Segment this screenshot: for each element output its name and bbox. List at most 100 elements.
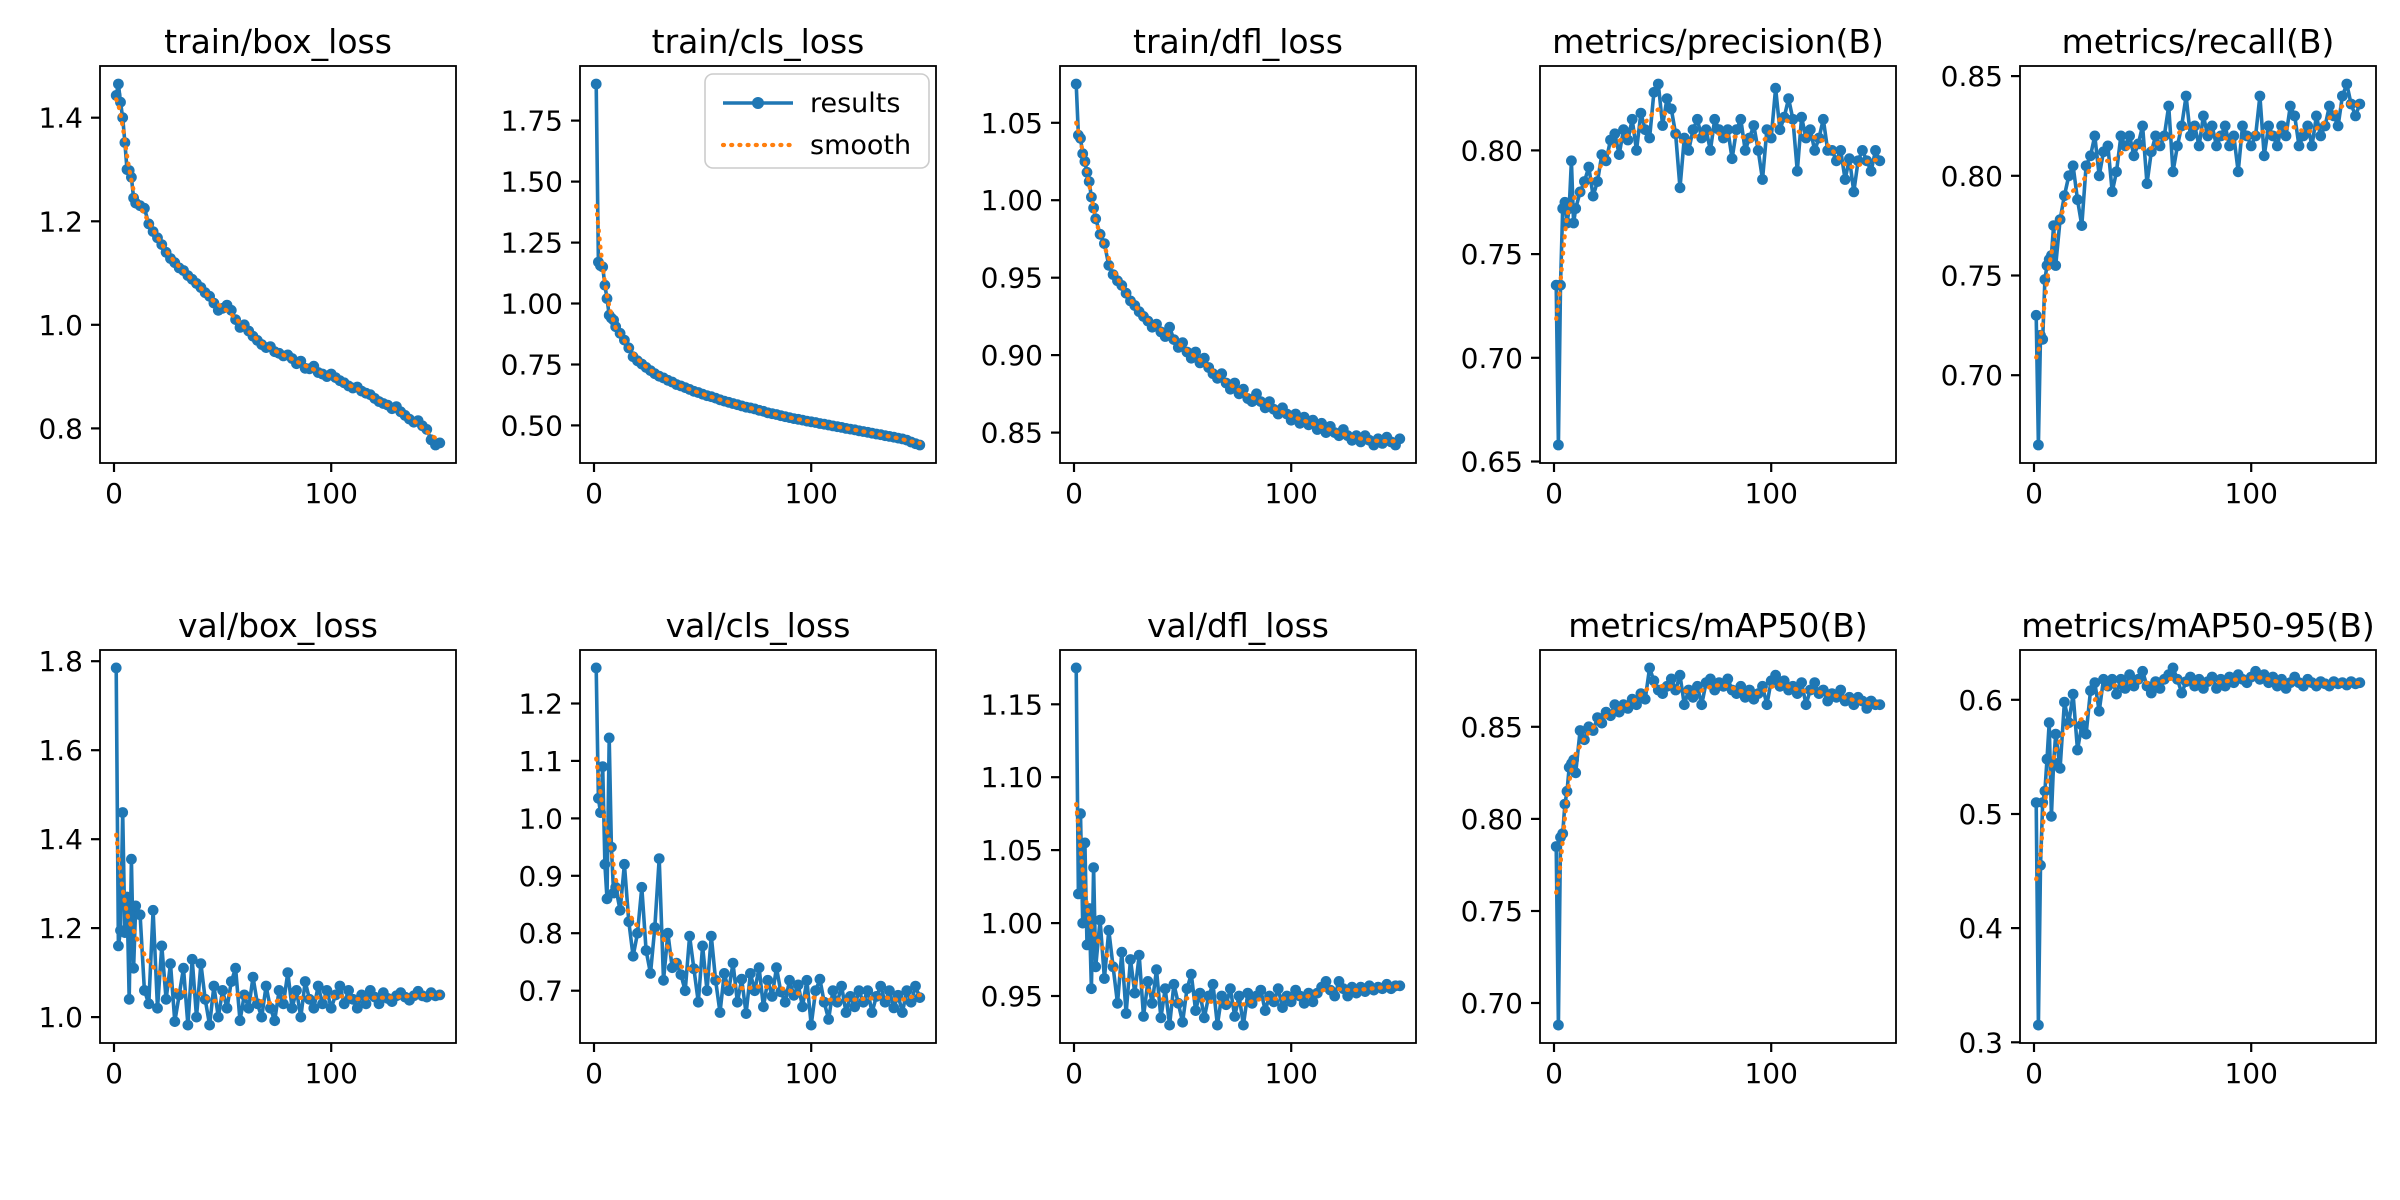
svg-text:0: 0 <box>2025 477 2043 510</box>
svg-text:1.0: 1.0 <box>518 802 563 835</box>
svg-text:0.80: 0.80 <box>1941 160 2003 193</box>
val-box-loss-plot: 0 100 1.0 1.2 1.4 1.6 1.8 <box>38 645 457 1090</box>
svg-text:1.00: 1.00 <box>501 288 563 321</box>
svg-text:0.50: 0.50 <box>501 409 563 442</box>
train-cls-loss-plot: 0 100 0.50 0.75 1.00 1.25 1.50 1.75 results smoot… <box>501 65 937 510</box>
svg-text:100: 100 <box>2224 1057 2277 1090</box>
svg-text:1.0: 1.0 <box>38 309 83 342</box>
svg-text:1.05: 1.05 <box>981 107 1043 140</box>
subplot-title: val/dfl_loss <box>1146 606 1329 645</box>
subplot-title: val/box_loss <box>178 606 378 645</box>
svg-text:100: 100 <box>1744 1057 1797 1090</box>
subplot-title: metrics/precision(B) <box>1552 22 1884 61</box>
svg-text:0.75: 0.75 <box>1461 895 1523 928</box>
subplot-metrics-precision-b: metrics/precision(B) 0 100 0.65 0.70 0.75 0.8… <box>1440 0 1920 600</box>
val-dfl-loss-plot: 0 100 0.95 1.00 1.05 1.10 1.15 <box>981 649 1417 1090</box>
subplot-metrics-recall-b: metrics/recall(B) 0 100 0.70 0.75 0.80 0.85 <box>1920 0 2400 600</box>
svg-text:1.75: 1.75 <box>501 105 563 138</box>
svg-text:0: 0 <box>585 477 603 510</box>
svg-text:0.70: 0.70 <box>1461 342 1523 375</box>
svg-text:1.15: 1.15 <box>981 688 1043 721</box>
metrics-map50-plot: 0 100 0.70 0.75 0.80 0.85 <box>1461 649 1897 1090</box>
svg-text:1.50: 1.50 <box>501 166 563 199</box>
svg-text:1.00: 1.00 <box>981 184 1043 217</box>
metrics-recall-plot: 0 100 0.70 0.75 0.80 0.85 <box>1941 60 2377 510</box>
subplot-title: train/dfl_loss <box>1133 22 1343 61</box>
subplot-val-box-loss: val/box_loss 0 100 1.0 1.2 1.4 1.6 1.8 <box>0 600 480 1200</box>
svg-text:0.8: 0.8 <box>38 412 83 445</box>
svg-text:1.2: 1.2 <box>38 205 83 238</box>
subplot-title: train/box_loss <box>164 22 392 61</box>
svg-text:1.00: 1.00 <box>981 907 1043 940</box>
subplot-title: val/cls_loss <box>665 606 851 645</box>
subplot-train-box-loss: train/box_loss 0 100 0.8 1.0 1.2 1.4 <box>0 0 480 600</box>
svg-text:0.85: 0.85 <box>1941 60 2003 93</box>
svg-text:0.95: 0.95 <box>981 980 1043 1013</box>
svg-text:0: 0 <box>1545 477 1563 510</box>
svg-text:0.65: 0.65 <box>1461 446 1523 479</box>
svg-text:1.05: 1.05 <box>981 834 1043 867</box>
svg-text:0: 0 <box>1545 1057 1563 1090</box>
train-box-loss-plot: 0 100 0.8 1.0 1.2 1.4 <box>38 65 457 510</box>
metrics-precision-plot: 0 100 0.65 0.70 0.75 0.80 <box>1461 65 1897 510</box>
subplot-metrics-map50-95-b: metrics/mAP50-95(B) 0 100 0.3 0.4 0.5 0.6 <box>1920 600 2400 1200</box>
subplot-train-cls-loss: train/cls_loss 0 100 0.50 0.75 1.00 1.25 1.50 1… <box>480 0 960 600</box>
svg-text:100: 100 <box>1264 1057 1317 1090</box>
val-cls-loss-plot: 0 100 0.7 0.8 0.9 1.0 1.1 1.2 <box>518 649 937 1090</box>
svg-text:0.75: 0.75 <box>1461 238 1523 271</box>
subplot-val-cls-loss: val/cls_loss 0 100 0.7 0.8 0.9 1.0 1.1 1.2 <box>480 600 960 1200</box>
svg-text:100: 100 <box>2224 477 2277 510</box>
svg-text:0.70: 0.70 <box>1461 987 1523 1020</box>
svg-text:1.1: 1.1 <box>518 745 563 778</box>
svg-text:0: 0 <box>2025 1057 2043 1090</box>
svg-text:1.4: 1.4 <box>38 102 83 135</box>
svg-text:100: 100 <box>1264 477 1317 510</box>
svg-text:100: 100 <box>304 1057 357 1090</box>
svg-text:0.85: 0.85 <box>981 417 1043 450</box>
svg-text:0.4: 0.4 <box>1958 912 2003 945</box>
subplot-train-dfl-loss: train/dfl_loss 0 100 0.85 0.90 0.95 1.00 1.05 <box>960 0 1440 600</box>
svg-text:0.6: 0.6 <box>1958 684 2003 717</box>
svg-text:100: 100 <box>304 477 357 510</box>
subplot-val-dfl-loss: val/dfl_loss 0 100 0.95 1.00 1.05 1.10 1.15 <box>960 600 1440 1200</box>
svg-text:0: 0 <box>105 477 123 510</box>
svg-text:0.7: 0.7 <box>518 975 563 1008</box>
train-dfl-loss-plot: 0 100 0.85 0.90 0.95 1.00 1.05 <box>981 65 1417 510</box>
svg-text:0.70: 0.70 <box>1941 359 2003 392</box>
subplot-title: metrics/mAP50(B) <box>1568 606 1868 645</box>
svg-text:0.95: 0.95 <box>981 262 1043 295</box>
svg-text:0.75: 0.75 <box>1941 260 2003 293</box>
svg-text:0.9: 0.9 <box>518 860 563 893</box>
svg-text:0.5: 0.5 <box>1958 798 2003 831</box>
svg-text:1.25: 1.25 <box>501 227 563 260</box>
svg-text:1.0: 1.0 <box>38 1001 83 1034</box>
metrics-map50-95-plot: 0 100 0.3 0.4 0.5 0.6 <box>1958 649 2377 1090</box>
svg-text:0.75: 0.75 <box>501 349 563 382</box>
svg-text:0: 0 <box>105 1057 123 1090</box>
svg-text:100: 100 <box>784 477 837 510</box>
svg-text:1.2: 1.2 <box>518 688 563 721</box>
subplot-title: train/cls_loss <box>651 22 865 61</box>
svg-text:100: 100 <box>784 1057 837 1090</box>
svg-text:0.90: 0.90 <box>981 339 1043 372</box>
svg-text:smooth: smooth <box>810 130 911 161</box>
subplot-title: metrics/recall(B) <box>2061 22 2335 61</box>
svg-text:0.85: 0.85 <box>1461 711 1523 744</box>
svg-text:1.4: 1.4 <box>38 823 83 856</box>
svg-text:0.80: 0.80 <box>1461 803 1523 836</box>
svg-text:1.6: 1.6 <box>38 734 83 767</box>
svg-text:0.80: 0.80 <box>1461 134 1523 167</box>
subplot-title: metrics/mAP50-95(B) <box>2021 606 2375 645</box>
svg-text:1.10: 1.10 <box>981 761 1043 794</box>
svg-text:0: 0 <box>585 1057 603 1090</box>
svg-text:0: 0 <box>1065 477 1083 510</box>
svg-text:0.3: 0.3 <box>1958 1026 2003 1059</box>
svg-text:0.8: 0.8 <box>518 917 563 950</box>
svg-text:1.8: 1.8 <box>38 645 83 678</box>
svg-text:results: results <box>810 88 900 119</box>
svg-text:0: 0 <box>1065 1057 1083 1090</box>
subplot-metrics-map50-b: metrics/mAP50(B) 0 100 0.70 0.75 0.80 0.85 <box>1440 600 1920 1200</box>
svg-text:1.2: 1.2 <box>38 912 83 945</box>
svg-text:100: 100 <box>1744 477 1797 510</box>
